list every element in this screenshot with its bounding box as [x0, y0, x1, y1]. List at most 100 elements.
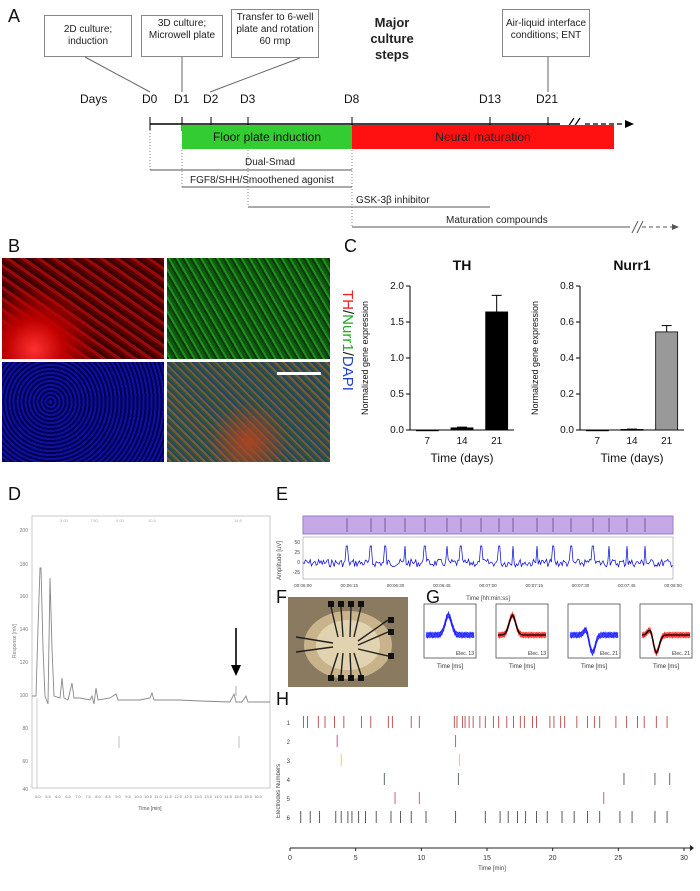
- svg-text:11.5: 11.5: [164, 794, 172, 799]
- x-tick-label-14: 14: [626, 436, 638, 447]
- chromatogram: 200 180 160 140 120 100 80 60 40 Response [mV]…: [12, 515, 271, 812]
- h-xtick-label: 5: [354, 855, 358, 862]
- svg-text:16.0: 16.0: [254, 794, 263, 799]
- chromatogram-xlabel: Time [min]: [138, 806, 162, 812]
- waveform-xlabel: Time [ms]: [437, 664, 463, 670]
- e-ytick-neg25: -25: [293, 570, 300, 576]
- svg-text:6.0: 6.0: [55, 794, 61, 799]
- waveform-trace: [570, 626, 619, 654]
- h-xtick-label: 15: [483, 855, 491, 862]
- svg-text:10.5: 10.5: [148, 518, 157, 523]
- y-axis-label-nurr1: Normalized gene expression: [530, 301, 540, 415]
- waveform-trace: [569, 628, 619, 656]
- h-xtick-label: 20: [549, 855, 557, 862]
- e-xtick-label: 00:06:45: [433, 583, 451, 588]
- stain-dapi: DAPI: [339, 355, 356, 391]
- day-d13: D13: [479, 92, 502, 106]
- y-tick-label-nurr1: 0.0: [560, 425, 574, 436]
- waveform-mean: [498, 613, 546, 636]
- svg-text:15.0: 15.0: [234, 794, 243, 799]
- y-tick-label-th: 0.5: [390, 389, 404, 400]
- svg-text:9.00: 9.00: [116, 518, 125, 523]
- svg-text:8.5: 8.5: [105, 794, 111, 799]
- svg-text:10.5: 10.5: [144, 794, 153, 799]
- chart-title-th: TH: [453, 257, 472, 273]
- svg-text:100: 100: [20, 693, 29, 699]
- treatment-dual-smad: Dual-Smad: [245, 157, 296, 168]
- y-axis-label-th: Normalized gene expression: [360, 301, 370, 415]
- electrode-label: Elec. 21: [672, 651, 690, 657]
- scale-bar: [277, 372, 321, 375]
- th-bar-chart: TH 0.0 0.5 1.0 1.5 2.0 Normalized gene express…: [360, 257, 514, 465]
- svg-text:9.5: 9.5: [125, 794, 131, 799]
- h-x-axis-arrow: [690, 845, 694, 851]
- step-box-4: Air-liquid interface conditions; ENT: [502, 9, 590, 57]
- svg-text:7.50: 7.50: [90, 518, 99, 523]
- waveform-plots: Elec. 13 Time [ms] Elec. 13 Time [ms] Elec. …: [423, 603, 693, 670]
- waveform-xlabel: Time [ms]: [581, 664, 607, 670]
- panel-letter-g: G: [426, 587, 441, 607]
- mea-trace: 50 25 0 -25 Amplitude [uV] 00:06:00 00:06…: [277, 515, 682, 602]
- waveform-trace: [426, 612, 475, 639]
- svg-text:13.0: 13.0: [194, 794, 203, 799]
- step-box-1: 2D culture; induction: [44, 15, 132, 57]
- spike-raster: Electrodes Numbers 1 2 3 4 5 6 0 5 10 15 20 25 30 Time…: [276, 716, 694, 872]
- electrode-label: Elec. 13: [456, 651, 474, 657]
- panel-letter-b: B: [8, 236, 21, 256]
- y-tick-label-nurr1: 0.8: [560, 281, 574, 292]
- step-box-2: 3D culture; Microwell plate: [141, 15, 223, 57]
- svg-text:9.0: 9.0: [115, 794, 121, 799]
- x-axis-label-nurr1: Time (days): [601, 451, 664, 465]
- panel-letter-c: C: [344, 236, 357, 256]
- svg-text:7.0: 7.0: [75, 794, 81, 799]
- day-d3: D3: [240, 92, 256, 106]
- svg-text:160: 160: [20, 594, 29, 600]
- y-tick-label-th: 2.0: [390, 281, 404, 292]
- waveform-mean: [641, 629, 690, 655]
- svg-text:7.5: 7.5: [85, 794, 91, 799]
- waveform-trace: [425, 610, 475, 639]
- e-xtick-label: 00:08:00: [664, 583, 682, 588]
- bar-14: [450, 427, 474, 431]
- day-d0: D0: [142, 92, 158, 106]
- svg-text:8.0: 8.0: [95, 794, 101, 799]
- svg-text:10.0: 10.0: [134, 794, 143, 799]
- x-tick-label-21: 21: [661, 436, 673, 447]
- day-d2: D2: [203, 92, 219, 106]
- e-ylabel: Amplitude [uV]: [277, 541, 283, 580]
- electrode-row-label: 5: [287, 797, 291, 803]
- nurr1-micrograph: [167, 258, 330, 359]
- electrode-label: Elec. 13: [528, 651, 546, 657]
- bar-21: [485, 311, 509, 431]
- svg-text:12.5: 12.5: [184, 794, 193, 799]
- svg-text:15.5: 15.5: [244, 794, 253, 799]
- electrode-row-label: 1: [287, 721, 291, 727]
- stain-legend: TH/Nurr1/DAPI: [328, 290, 358, 440]
- chart-title-nurr1: Nurr1: [613, 257, 651, 273]
- e-ytick-50: 50: [294, 540, 300, 546]
- waveform-frame: [495, 603, 549, 659]
- electrode-row-label: 6: [287, 816, 291, 822]
- merged-micrograph: [167, 362, 330, 462]
- svg-text:6.5: 6.5: [65, 794, 71, 799]
- svg-text:120: 120: [20, 660, 29, 666]
- bar-21: [655, 331, 679, 431]
- y-tick-label-th: 0.0: [390, 425, 404, 436]
- electrode-row-label: 2: [287, 740, 291, 746]
- svg-text:200: 200: [20, 528, 29, 534]
- th-micrograph: [2, 258, 164, 359]
- waveform-frame: [423, 603, 477, 659]
- y-tick-label-nurr1: 0.4: [560, 353, 574, 364]
- svg-text:140: 140: [20, 627, 29, 633]
- svg-text:5.0: 5.0: [35, 794, 41, 799]
- panel-letter-h: H: [276, 689, 289, 709]
- h-xtick-label: 30: [680, 855, 688, 862]
- e-xlabel: Time [hh:min:ss]: [466, 596, 510, 602]
- treatment-fgf8: FGF8/SHH/Smoothened agonist: [190, 175, 334, 186]
- dapi-micrograph: [2, 362, 164, 462]
- neural-maturation-bar: Neural maturation: [352, 125, 614, 149]
- svg-text:80: 80: [22, 726, 28, 732]
- waveform-xlabel: Time [ms]: [653, 664, 679, 670]
- e-xtick-label: 00:07:15: [525, 583, 543, 588]
- panel-letter-a: A: [8, 6, 21, 26]
